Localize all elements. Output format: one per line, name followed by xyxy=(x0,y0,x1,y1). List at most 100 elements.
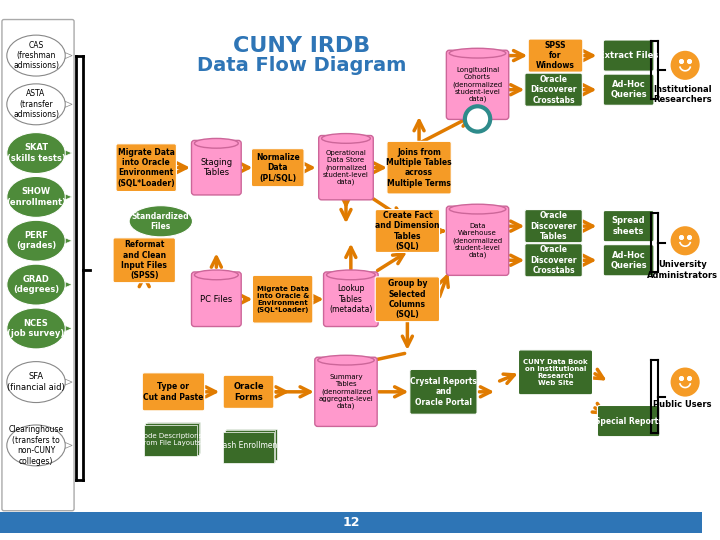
Polygon shape xyxy=(66,194,72,200)
Text: Flash Enrollment: Flash Enrollment xyxy=(216,441,281,450)
FancyBboxPatch shape xyxy=(518,350,593,395)
Ellipse shape xyxy=(6,264,66,305)
Text: Reformat
and Clean
Input Files
(SPSS): Reformat and Clean Input Files (SPSS) xyxy=(121,240,167,280)
Ellipse shape xyxy=(194,270,238,280)
Text: PC Files: PC Files xyxy=(200,295,233,303)
FancyBboxPatch shape xyxy=(603,211,654,242)
Text: Migrate Data
into Oracle &
Environment
(SQL*Loader): Migrate Data into Oracle & Environment (… xyxy=(256,286,309,313)
Text: Code Descriptions
from File Layouts: Code Descriptions from File Layouts xyxy=(139,433,202,446)
Circle shape xyxy=(465,106,490,132)
Text: GRAD
(degrees): GRAD (degrees) xyxy=(13,275,59,294)
Text: Lookup
Tables
(metadata): Lookup Tables (metadata) xyxy=(329,285,372,314)
FancyBboxPatch shape xyxy=(147,422,200,453)
Text: Summary
Tables
(denormalized
aggregate-level
data): Summary Tables (denormalized aggregate-l… xyxy=(319,374,374,409)
Text: Ad-Hoc
Queries: Ad-Hoc Queries xyxy=(611,251,647,270)
FancyBboxPatch shape xyxy=(528,39,582,72)
Polygon shape xyxy=(66,150,72,156)
Polygon shape xyxy=(66,102,72,107)
Ellipse shape xyxy=(326,270,375,280)
FancyBboxPatch shape xyxy=(603,245,654,276)
Text: SFA
(financial aid): SFA (financial aid) xyxy=(7,373,65,392)
Ellipse shape xyxy=(6,35,66,76)
Text: Extract Files: Extract Files xyxy=(599,51,658,60)
Ellipse shape xyxy=(129,206,192,237)
FancyBboxPatch shape xyxy=(223,375,274,408)
Text: Operational
Data Store
(normalized
student-level
data): Operational Data Store (normalized stude… xyxy=(323,150,369,185)
FancyBboxPatch shape xyxy=(598,406,660,437)
FancyBboxPatch shape xyxy=(603,74,654,105)
Text: Standardized
Files: Standardized Files xyxy=(132,212,189,231)
Ellipse shape xyxy=(322,133,370,143)
FancyBboxPatch shape xyxy=(603,40,654,71)
Text: Create Fact
and Dimension
Tables
(SQL): Create Fact and Dimension Tables (SQL) xyxy=(375,211,440,251)
FancyBboxPatch shape xyxy=(319,136,373,200)
Text: Staging
Tables: Staging Tables xyxy=(200,158,233,177)
FancyBboxPatch shape xyxy=(2,19,74,511)
Text: Special Reports: Special Reports xyxy=(595,416,662,426)
Circle shape xyxy=(670,50,701,81)
FancyBboxPatch shape xyxy=(387,141,451,194)
Circle shape xyxy=(670,367,701,397)
Text: Joins from
Multiple Tables
across
Multiple Terms: Joins from Multiple Tables across Multip… xyxy=(386,147,452,188)
Polygon shape xyxy=(66,442,72,448)
Polygon shape xyxy=(0,512,702,533)
Text: Group by
Selected
Columns
(SQL): Group by Selected Columns (SQL) xyxy=(387,279,427,319)
Circle shape xyxy=(670,225,701,256)
Text: NCES
(job survey): NCES (job survey) xyxy=(7,319,65,338)
Text: ASTA
(transfer
admissions): ASTA (transfer admissions) xyxy=(13,90,59,119)
Ellipse shape xyxy=(6,425,66,466)
Polygon shape xyxy=(66,326,72,332)
Polygon shape xyxy=(66,379,72,385)
Text: Normalize
Data
(PL/SQL): Normalize Data (PL/SQL) xyxy=(256,153,300,183)
FancyBboxPatch shape xyxy=(143,373,204,411)
Text: Crystal Reports
and
Oracle Portal: Crystal Reports and Oracle Portal xyxy=(410,377,477,407)
FancyBboxPatch shape xyxy=(253,275,313,323)
Text: CAS
(freshman
admissions): CAS (freshman admissions) xyxy=(13,40,59,71)
Text: Public Users: Public Users xyxy=(653,400,711,409)
FancyBboxPatch shape xyxy=(251,148,304,187)
FancyBboxPatch shape xyxy=(145,423,199,455)
Text: CUNY Data Book
on Institutional
Research
Web Site: CUNY Data Book on Institutional Research… xyxy=(523,359,588,386)
Text: Migrate Data
into Oracle
Environment
(SQL*Loader): Migrate Data into Oracle Environment (SQ… xyxy=(117,147,175,188)
Ellipse shape xyxy=(318,355,374,365)
FancyBboxPatch shape xyxy=(113,238,176,282)
FancyBboxPatch shape xyxy=(223,432,274,463)
Ellipse shape xyxy=(6,133,66,173)
FancyBboxPatch shape xyxy=(446,50,509,119)
Ellipse shape xyxy=(6,220,66,261)
Text: University
Administrators: University Administrators xyxy=(647,260,718,280)
Polygon shape xyxy=(66,53,72,58)
FancyBboxPatch shape xyxy=(144,425,197,456)
FancyBboxPatch shape xyxy=(192,140,241,195)
Text: SHOW
(enrollment): SHOW (enrollment) xyxy=(6,187,66,207)
Polygon shape xyxy=(66,282,72,287)
FancyBboxPatch shape xyxy=(116,144,176,192)
Text: Clearinghouse
(transfers to
non-CUNY
colleges): Clearinghouse (transfers to non-CUNY col… xyxy=(9,426,63,465)
Ellipse shape xyxy=(6,362,66,402)
FancyBboxPatch shape xyxy=(525,244,582,277)
Text: Spread
sheets: Spread sheets xyxy=(612,217,645,236)
Text: SPSS
for
Windows: SPSS for Windows xyxy=(536,40,575,71)
Text: Type or
Cut and Paste: Type or Cut and Paste xyxy=(143,382,204,402)
Text: Data Flow Diagram: Data Flow Diagram xyxy=(197,56,407,75)
FancyBboxPatch shape xyxy=(525,210,582,242)
Ellipse shape xyxy=(6,308,66,349)
FancyBboxPatch shape xyxy=(192,272,241,327)
FancyBboxPatch shape xyxy=(375,210,439,253)
FancyBboxPatch shape xyxy=(323,272,378,327)
FancyBboxPatch shape xyxy=(375,277,439,322)
Ellipse shape xyxy=(449,48,506,58)
Text: Oracle
Discoverer
Crosstabs: Oracle Discoverer Crosstabs xyxy=(531,75,577,105)
Text: Ad-Hoc
Queries: Ad-Hoc Queries xyxy=(611,80,647,99)
FancyBboxPatch shape xyxy=(446,206,509,275)
FancyBboxPatch shape xyxy=(525,73,582,106)
FancyBboxPatch shape xyxy=(315,357,377,427)
Ellipse shape xyxy=(6,84,66,125)
Text: Oracle
Forms: Oracle Forms xyxy=(233,382,264,402)
Ellipse shape xyxy=(6,177,66,218)
Text: SKAT
(skills tests): SKAT (skills tests) xyxy=(6,143,66,163)
FancyBboxPatch shape xyxy=(410,369,477,414)
FancyBboxPatch shape xyxy=(226,429,276,460)
Ellipse shape xyxy=(449,204,506,214)
Text: PERF
(grades): PERF (grades) xyxy=(16,231,56,251)
